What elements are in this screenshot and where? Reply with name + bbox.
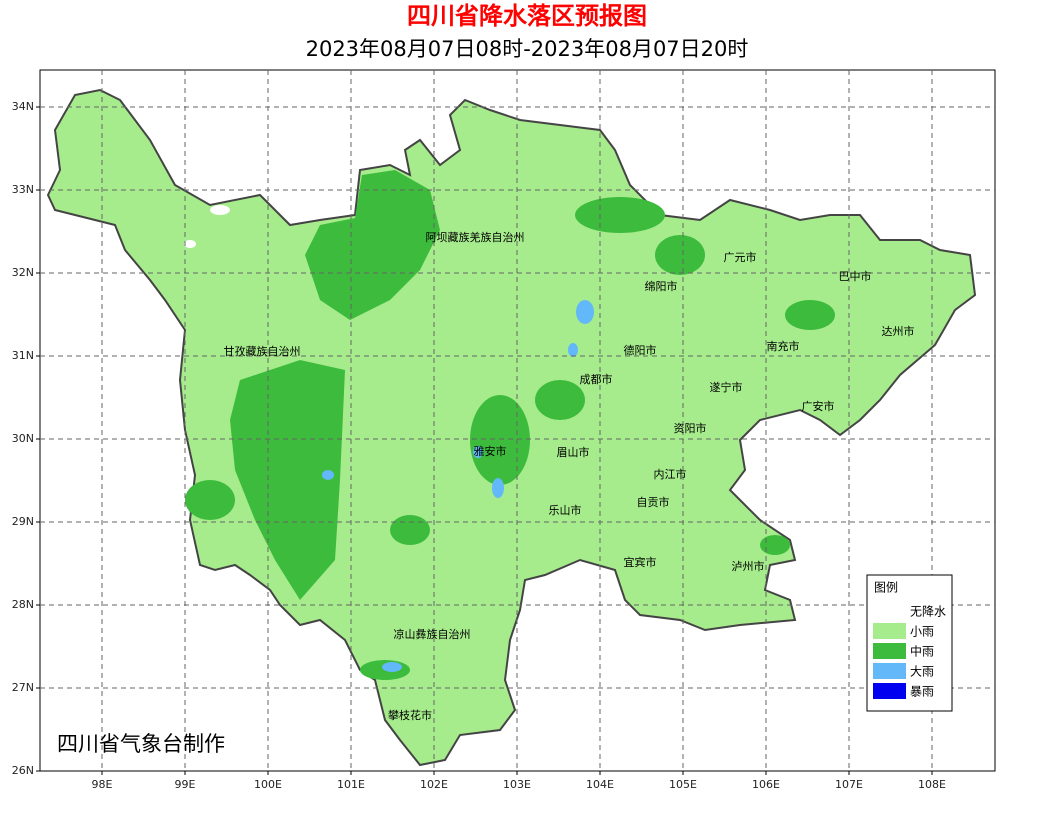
- x-tick-label: 107E: [835, 778, 863, 791]
- legend-label: 暴雨: [910, 685, 934, 699]
- y-tick-label: 27N: [12, 681, 34, 694]
- region-label: 自贡市: [637, 495, 670, 509]
- x-tick-label: 104E: [586, 778, 614, 791]
- credit: 四川省气象台制作: [57, 732, 225, 756]
- x-tick-label: 108E: [918, 778, 946, 791]
- region-label: 眉山市: [557, 445, 590, 459]
- region-label: 泸州市: [732, 559, 765, 573]
- y-tick-label: 29N: [12, 515, 34, 528]
- region-label: 乐山市: [549, 503, 582, 517]
- region-label: 广安市: [802, 399, 835, 413]
- region-label: 凉山彝族自治州: [394, 627, 471, 641]
- legend-label: 中雨: [910, 644, 934, 659]
- region-label: 广元市: [724, 250, 757, 264]
- region-label: 遂宁市: [710, 380, 743, 394]
- x-tick-label: 103E: [503, 778, 531, 791]
- legend-label: 小雨: [910, 625, 934, 639]
- region-label: 成都市: [580, 372, 613, 386]
- y-tick-label: 32N: [12, 266, 34, 279]
- legend-label: 无降水: [910, 605, 946, 619]
- region-label: 德阳市: [624, 343, 657, 357]
- legend-swatch: [873, 683, 906, 699]
- x-tick-label: 100E: [254, 778, 282, 791]
- region-label: 宜宾市: [624, 555, 657, 569]
- x-tick-label: 105E: [669, 778, 697, 791]
- region-label: 巴中市: [839, 269, 872, 283]
- x-tick-label: 101E: [337, 778, 365, 791]
- region-label: 南充市: [767, 339, 800, 353]
- legend-swatch: [873, 643, 906, 659]
- legend-swatch: [873, 623, 906, 639]
- y-tick-label: 31N: [12, 349, 34, 362]
- x-tick-label: 106E: [752, 778, 780, 791]
- region-label: 达州市: [882, 324, 915, 338]
- region-label: 攀枝花市: [388, 708, 432, 722]
- y-tick-label: 30N: [12, 432, 34, 445]
- y-tick-label: 34N: [12, 100, 34, 113]
- title: 四川省降水落区预报图: [407, 2, 647, 30]
- y-tick-label: 26N: [12, 764, 34, 777]
- region-label: 甘孜藏族自治州: [224, 344, 301, 358]
- region-label: 内江市: [654, 467, 687, 481]
- subtitle: 2023年08月07日08时-2023年08月07日20时: [306, 37, 749, 61]
- region-label: 雅安市: [474, 444, 507, 458]
- region-label: 资阳市: [674, 421, 707, 435]
- legend-label: 大雨: [910, 665, 934, 679]
- x-tick-label: 102E: [420, 778, 448, 791]
- legend-swatch: [873, 603, 906, 619]
- region-label: 绵阳市: [645, 279, 678, 293]
- region-label: 阿坝藏族羌族自治州: [426, 230, 525, 244]
- legend-title: 图例: [874, 581, 898, 595]
- legend-swatch: [873, 663, 906, 679]
- province: [46, 88, 977, 767]
- x-tick-label: 99E: [175, 778, 196, 791]
- y-tick-label: 33N: [12, 183, 34, 196]
- y-tick-label: 28N: [12, 598, 34, 611]
- x-tick-label: 98E: [92, 778, 113, 791]
